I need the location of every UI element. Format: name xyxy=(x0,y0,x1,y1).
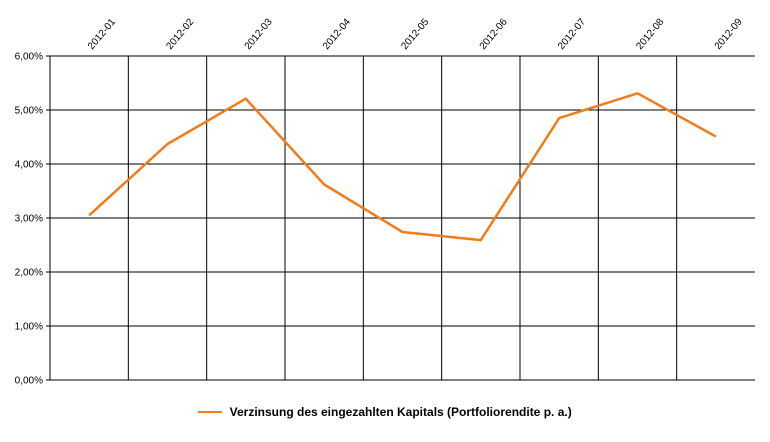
x-tick-label: 2012-07 xyxy=(556,16,588,52)
x-tick-label: 2012-03 xyxy=(243,16,275,52)
x-tick-label: 2012-09 xyxy=(713,16,745,52)
x-tick-label: 2012-08 xyxy=(634,16,666,52)
series-line xyxy=(88,92,717,242)
legend-swatch xyxy=(198,410,223,413)
y-tick-label: 1,00% xyxy=(15,322,43,333)
y-tick-label: 2,00% xyxy=(15,268,43,279)
y-tick-label: 5,00% xyxy=(15,106,43,117)
y-tick-label: 0,00% xyxy=(15,376,43,387)
x-tick-label: 2012-02 xyxy=(164,16,196,52)
legend-label: Verzinsung des eingezahlten Kapitals (Po… xyxy=(229,405,572,419)
legend: Verzinsung des eingezahlten Kapitals (Po… xyxy=(0,405,770,419)
x-axis: 2012-01 2012-02 2012-03 2012-04 2012-05 2012-… xyxy=(50,16,755,381)
y-tick-label: 3,00% xyxy=(15,214,43,225)
x-tick-label: 2012-01 xyxy=(86,16,118,52)
x-tick-label: 2012-05 xyxy=(399,16,431,52)
x-tick-label: 2012-04 xyxy=(321,16,353,52)
grid-lines xyxy=(50,55,755,380)
series-layer xyxy=(88,92,717,242)
x-tick-label: 2012-06 xyxy=(478,16,510,52)
y-axis: 0,00% 1,00% 2,00% 3,00% 4,00% 5,00% 6,00% xyxy=(15,52,51,387)
y-tick-label: 6,00% xyxy=(15,52,43,63)
y-tick-label: 4,00% xyxy=(15,160,43,171)
